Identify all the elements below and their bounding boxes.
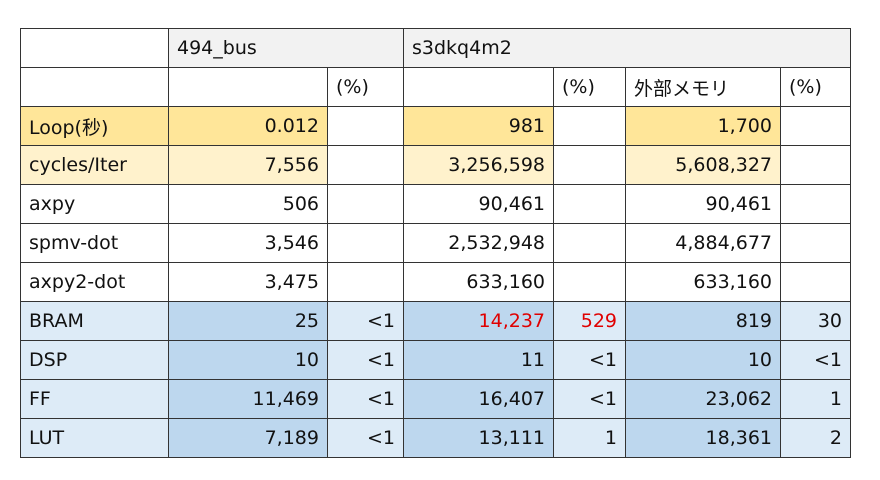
table-cell: 23,062 [625,379,781,419]
table-cell: 506 [168,184,328,224]
table-cell [327,106,404,146]
table-cell: LUT [20,418,169,458]
table-cell [553,145,626,185]
table-row: 494_bus s3dkq4m2 [20,28,851,68]
table-cell: 11 [403,340,554,380]
table-cell: 819 [625,301,781,341]
table-cell: 90,461 [625,184,781,224]
table-cell: axpy2-dot [20,262,169,302]
table-cell: <1 [780,340,851,380]
table-row: LUT 7,189 <1 13,111 1 18,361 2 [20,418,851,458]
table-cell: 7,189 [168,418,328,458]
table-cell: BRAM [20,301,169,341]
table-cell: (%) [553,67,626,107]
table-cell: 3,546 [168,223,328,263]
table-cell: 16,407 [403,379,554,419]
table-cell [553,223,626,263]
table-cell: 11,469 [168,379,328,419]
table-row: Loop(秒) 0.012 981 1,700 [20,106,851,146]
table-cell [780,145,851,185]
table-row: spmv-dot 3,546 2,532,948 4,884,677 [20,223,851,263]
table-cell: FF [20,379,169,419]
table-cell [780,106,851,146]
table-cell [553,184,626,224]
table-row: BRAM 25 <1 14,237 529 819 30 [20,301,851,341]
table-cell [327,223,404,263]
table-cell [20,67,169,107]
table-cell: 1 [780,379,851,419]
table-cell: <1 [327,379,404,419]
table-cell: 633,160 [403,262,554,302]
table-row: (%) (%) 外部メモリ (%) [20,67,851,107]
table-cell: 1,700 [625,106,781,146]
table-cell: <1 [327,340,404,380]
table-row: axpy 506 90,461 90,461 [20,184,851,224]
table-cell: <1 [553,379,626,419]
table-cell [20,28,169,68]
table-cell [780,184,851,224]
table-cell [553,262,626,302]
table-cell [780,223,851,263]
table-cell [327,262,404,302]
table-cell: 633,160 [625,262,781,302]
table-cell [168,67,328,107]
table-cell: 529 [553,301,626,341]
table-cell [780,262,851,302]
table-cell: axpy [20,184,169,224]
table-cell: 13,111 [403,418,554,458]
table-cell: 18,361 [625,418,781,458]
table-cell: 494_bus [168,28,404,68]
table-cell: cycles/Iter [20,145,169,185]
table-cell: 10 [625,340,781,380]
table-row: FF 11,469 <1 16,407 <1 23,062 1 [20,379,851,419]
table-cell: 3,256,598 [403,145,554,185]
table-cell: 981 [403,106,554,146]
table-cell: 2,532,948 [403,223,554,263]
table-cell: s3dkq4m2 [403,28,851,68]
table-cell [403,67,554,107]
table-cell: <1 [553,340,626,380]
table-cell: spmv-dot [20,223,169,263]
data-table: 494_bus s3dkq4m2 (%) (%) 外部メモリ (%) Loop(秒) 0.01… [20,28,851,458]
table-cell: (%) [780,67,851,107]
table-cell: 2 [780,418,851,458]
table-cell: 30 [780,301,851,341]
table-row: DSP 10 <1 11 <1 10 <1 [20,340,851,380]
table-cell: 7,556 [168,145,328,185]
table-cell: 3,475 [168,262,328,302]
table-cell: 90,461 [403,184,554,224]
table-cell: 4,884,677 [625,223,781,263]
table-row: axpy2-dot 3,475 633,160 633,160 [20,262,851,302]
table-cell: 0.012 [168,106,328,146]
table-cell: 25 [168,301,328,341]
table-cell: DSP [20,340,169,380]
table-cell [327,184,404,224]
table-cell [553,106,626,146]
table-cell: Loop(秒) [20,106,169,146]
table-cell: <1 [327,301,404,341]
table-cell: 1 [553,418,626,458]
table-cell: 外部メモリ [625,67,781,107]
table-cell [327,145,404,185]
table-cell: 10 [168,340,328,380]
table-cell: <1 [327,418,404,458]
table-cell: 14,237 [403,301,554,341]
table-cell: (%) [327,67,404,107]
table-cell: 5,608,327 [625,145,781,185]
table-row: cycles/Iter 7,556 3,256,598 5,608,327 [20,145,851,185]
